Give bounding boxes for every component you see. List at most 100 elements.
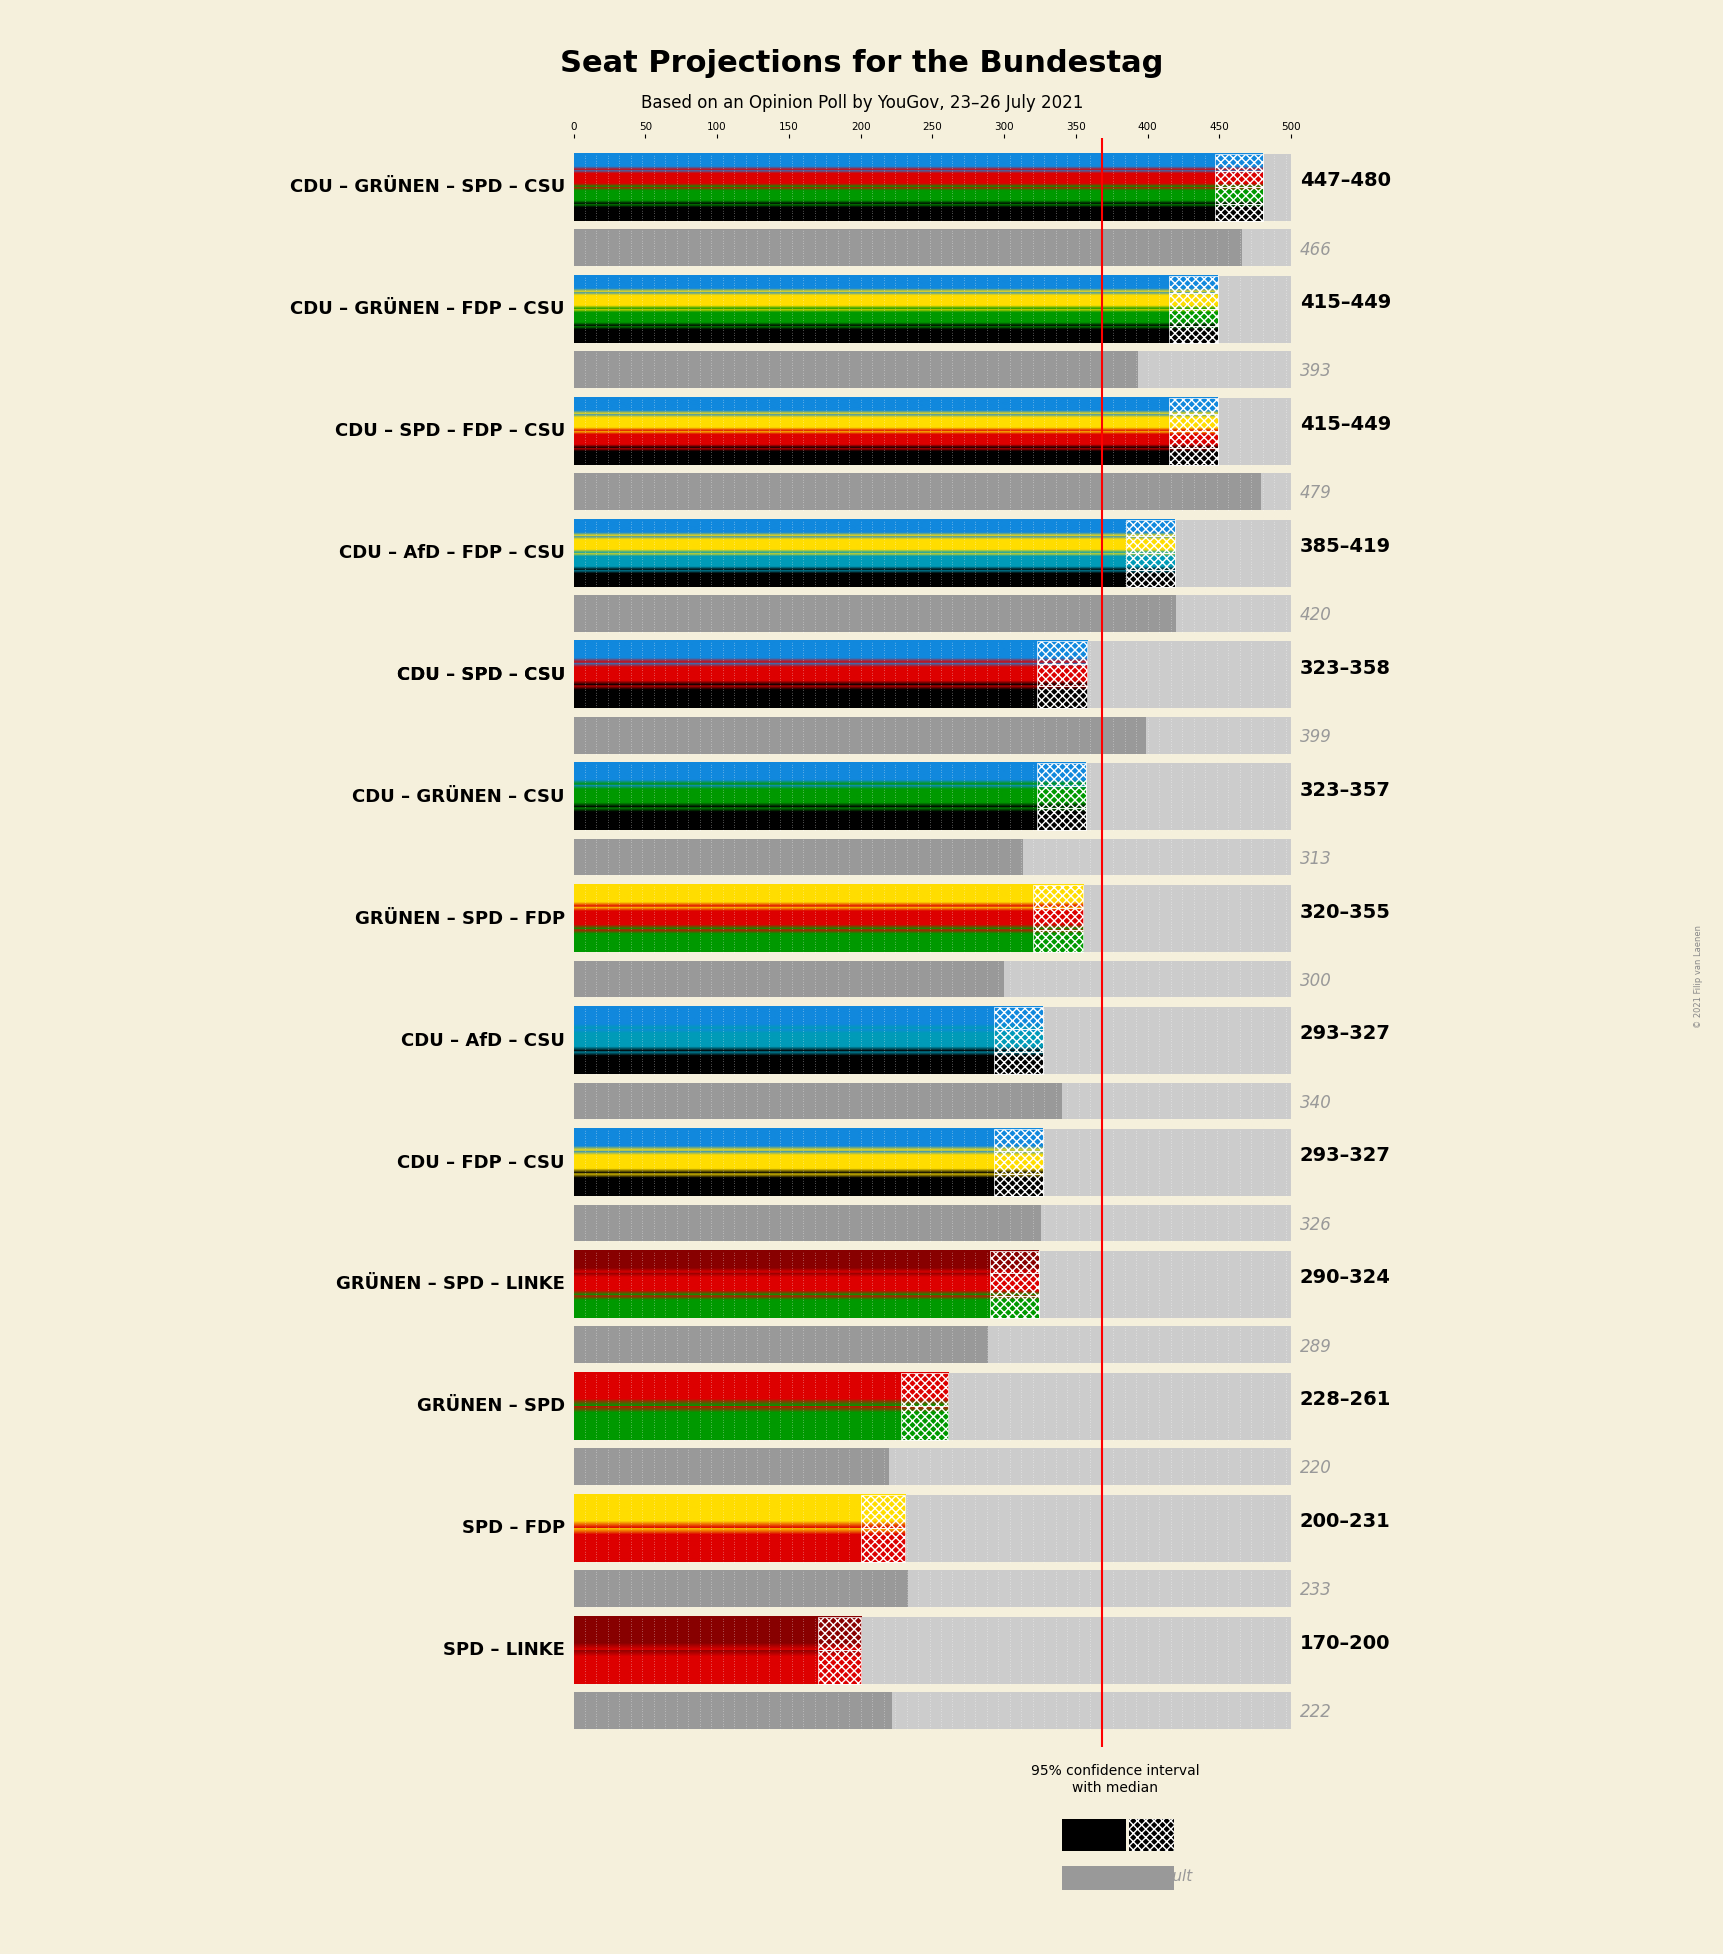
Text: 415–449: 415–449 (1299, 293, 1390, 313)
Bar (574, 1204, 1041, 1241)
Text: 323–358: 323–358 (1299, 658, 1390, 678)
Bar (994, 1006, 1042, 1030)
Text: 300: 300 (1299, 971, 1330, 991)
Bar (574, 352, 1291, 389)
Bar (574, 885, 1291, 952)
Text: 290–324: 290–324 (1299, 1268, 1390, 1288)
Bar (574, 1083, 1291, 1120)
Text: 293–327: 293–327 (1299, 1024, 1390, 1043)
Text: 320–355: 320–355 (1299, 903, 1390, 922)
Bar (994, 1129, 1042, 1151)
Text: CDU – GRÜNEN – FDP – CSU: CDU – GRÜNEN – FDP – CSU (289, 301, 565, 319)
Bar (574, 1204, 1291, 1241)
Text: CDU – AfD – FDP – CSU: CDU – AfD – FDP – CSU (339, 543, 565, 563)
Bar (901, 1374, 948, 1407)
Bar (994, 1151, 1042, 1174)
Bar (1125, 520, 1175, 535)
Bar (1215, 170, 1261, 188)
Text: 340: 340 (1299, 1094, 1330, 1112)
Text: Last result: Last result (1111, 1870, 1191, 1884)
Text: 323–357: 323–357 (1299, 782, 1390, 799)
Text: 228–261: 228–261 (1299, 1389, 1390, 1409)
Bar (574, 229, 1291, 266)
Bar (1168, 293, 1218, 309)
Text: GRÜNEN – SPD – FDP: GRÜNEN – SPD – FDP (355, 911, 565, 928)
Bar (860, 1495, 905, 1528)
Text: Based on an Opinion Poll by YouGov, 23–26 July 2021: Based on an Opinion Poll by YouGov, 23–2… (641, 94, 1082, 111)
Bar (574, 1448, 1291, 1485)
Text: 479: 479 (1299, 485, 1330, 502)
Text: 289: 289 (1299, 1338, 1330, 1356)
Text: 233: 233 (1299, 1581, 1330, 1600)
Bar (574, 1374, 1291, 1440)
Bar (574, 1571, 908, 1606)
Bar (574, 764, 1291, 830)
Bar (574, 229, 1242, 266)
Bar (574, 838, 1022, 875)
Bar (1168, 414, 1218, 432)
Text: 95% confidence interval
with median: 95% confidence interval with median (1030, 1764, 1199, 1794)
Bar (1215, 203, 1261, 221)
Bar (1037, 786, 1085, 809)
Bar (994, 1051, 1042, 1075)
Text: 222: 222 (1299, 1704, 1330, 1721)
Bar (1168, 447, 1218, 465)
Bar (574, 1571, 1291, 1606)
Text: CDU – GRÜNEN – CSU: CDU – GRÜNEN – CSU (351, 787, 565, 805)
Text: 200–231: 200–231 (1299, 1512, 1390, 1532)
Bar (574, 1006, 1291, 1075)
Text: 420: 420 (1299, 606, 1330, 623)
Bar (574, 520, 1291, 586)
Bar (1061, 1866, 1173, 1890)
Bar (1125, 571, 1175, 586)
Bar (1215, 154, 1261, 170)
Bar (901, 1407, 948, 1440)
Bar (860, 1528, 905, 1561)
Bar (817, 1649, 860, 1684)
Bar (1125, 553, 1175, 571)
Text: SPD – LINKE: SPD – LINKE (443, 1641, 565, 1659)
Bar (1168, 432, 1218, 447)
Bar (994, 1030, 1042, 1051)
Text: GRÜNEN – SPD – LINKE: GRÜNEN – SPD – LINKE (336, 1276, 565, 1294)
Bar (989, 1296, 1037, 1317)
Bar (1168, 276, 1218, 293)
Bar (1168, 326, 1218, 342)
Bar (1032, 907, 1082, 930)
Bar (574, 473, 1261, 510)
Bar (1032, 885, 1082, 907)
Bar (1215, 188, 1261, 203)
Text: 170–200: 170–200 (1299, 1634, 1389, 1653)
Bar (574, 717, 1146, 754)
Bar (574, 1448, 889, 1485)
Text: 313: 313 (1299, 850, 1330, 868)
Text: CDU – FDP – CSU: CDU – FDP – CSU (398, 1153, 565, 1172)
Bar (1037, 809, 1085, 830)
Bar (574, 352, 1137, 389)
Bar (574, 596, 1175, 631)
Text: 415–449: 415–449 (1299, 414, 1390, 434)
Text: 466: 466 (1299, 240, 1330, 258)
Bar (574, 961, 1003, 997)
Bar (574, 276, 1291, 342)
Text: CDU – SPD – CSU: CDU – SPD – CSU (396, 666, 565, 684)
Text: CDU – SPD – CSU: CDU – SPD – CSU (396, 666, 565, 684)
Bar (1032, 930, 1082, 952)
Text: 220: 220 (1299, 1460, 1330, 1477)
Bar (574, 961, 1291, 997)
Bar (1061, 1819, 1125, 1850)
Text: 293–327: 293–327 (1299, 1147, 1390, 1165)
Text: 393: 393 (1299, 361, 1330, 381)
Text: 447–480: 447–480 (1299, 172, 1390, 190)
Bar (574, 473, 1291, 510)
Bar (574, 1251, 1291, 1317)
Text: 385–419: 385–419 (1299, 537, 1390, 555)
Bar (574, 838, 1291, 875)
Text: CDU – GRÜNEN – SPD – CSU: CDU – GRÜNEN – SPD – CSU (289, 178, 565, 197)
Bar (574, 399, 1291, 465)
Text: Seat Projections for the Bundestag: Seat Projections for the Bundestag (560, 49, 1163, 78)
Bar (574, 641, 1291, 709)
Bar (574, 717, 1291, 754)
Bar (574, 1327, 1291, 1364)
Bar (574, 1327, 987, 1364)
